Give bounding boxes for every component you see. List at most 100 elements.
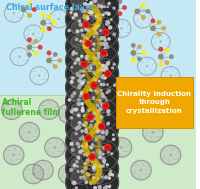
Circle shape [86,18,88,20]
Circle shape [76,58,80,61]
Circle shape [34,52,37,55]
Circle shape [90,67,92,69]
Circle shape [103,187,107,189]
Circle shape [76,53,77,54]
Circle shape [86,112,118,143]
Circle shape [74,109,76,111]
Circle shape [95,90,96,91]
Circle shape [100,84,102,85]
Circle shape [79,150,82,153]
Circle shape [73,164,76,167]
Circle shape [79,23,82,26]
Circle shape [91,171,104,184]
Circle shape [28,53,31,57]
Circle shape [71,169,72,170]
Circle shape [86,174,87,176]
Circle shape [97,119,98,121]
Circle shape [88,29,90,31]
Circle shape [47,58,51,63]
Circle shape [90,2,92,4]
Circle shape [75,108,78,111]
Circle shape [162,27,165,30]
Circle shape [86,45,118,76]
Circle shape [84,167,87,170]
Circle shape [80,70,82,72]
Circle shape [102,104,105,107]
Circle shape [85,143,87,145]
Circle shape [86,46,89,48]
Circle shape [47,51,51,55]
Circle shape [68,99,71,101]
Circle shape [166,109,167,110]
Circle shape [13,154,15,156]
Circle shape [109,173,112,176]
Text: Chiral surface layer: Chiral surface layer [6,3,95,12]
Text: Achiral: Achiral [2,98,32,107]
Circle shape [138,45,141,49]
Circle shape [75,187,77,189]
Circle shape [102,95,104,97]
Circle shape [106,23,108,25]
Circle shape [106,46,109,49]
Circle shape [81,29,83,31]
Circle shape [105,131,108,134]
Circle shape [81,55,83,57]
Circle shape [152,132,154,133]
Circle shape [66,4,71,8]
Circle shape [66,167,98,189]
Circle shape [100,156,102,158]
Circle shape [99,39,100,40]
Circle shape [88,158,90,160]
Circle shape [97,109,100,112]
Circle shape [98,135,101,138]
Circle shape [88,10,91,13]
Circle shape [71,8,84,20]
Circle shape [73,77,75,79]
Circle shape [89,64,91,67]
Circle shape [96,130,99,133]
Circle shape [157,33,161,36]
Circle shape [90,146,93,149]
Circle shape [89,124,92,127]
Circle shape [93,97,95,98]
Circle shape [104,6,106,8]
Circle shape [107,12,109,14]
Circle shape [82,107,84,109]
Circle shape [86,167,118,189]
Circle shape [66,17,98,48]
Circle shape [84,95,87,98]
Circle shape [102,54,104,56]
Circle shape [99,42,102,45]
Circle shape [87,114,93,120]
Circle shape [58,59,62,62]
Circle shape [73,182,76,184]
Circle shape [34,40,37,43]
Text: Chirality induction
through
crystallization: Chirality induction through crystallizat… [117,91,191,114]
Circle shape [74,14,77,16]
Circle shape [71,90,84,102]
Circle shape [113,7,115,9]
Circle shape [95,124,97,127]
Circle shape [66,112,98,143]
Circle shape [90,136,92,138]
Circle shape [108,2,110,4]
Circle shape [86,17,118,48]
Circle shape [112,67,113,69]
Circle shape [78,171,79,172]
Circle shape [71,148,74,151]
Circle shape [80,40,82,42]
Circle shape [42,169,44,171]
Circle shape [91,49,104,61]
Circle shape [86,17,89,20]
Circle shape [81,102,84,105]
Circle shape [73,0,77,1]
Circle shape [66,85,98,116]
Circle shape [71,63,84,75]
Circle shape [71,103,84,116]
Circle shape [90,159,92,161]
Circle shape [86,153,118,184]
Circle shape [94,58,96,60]
Circle shape [111,153,113,154]
Circle shape [89,154,95,160]
Circle shape [39,100,59,119]
